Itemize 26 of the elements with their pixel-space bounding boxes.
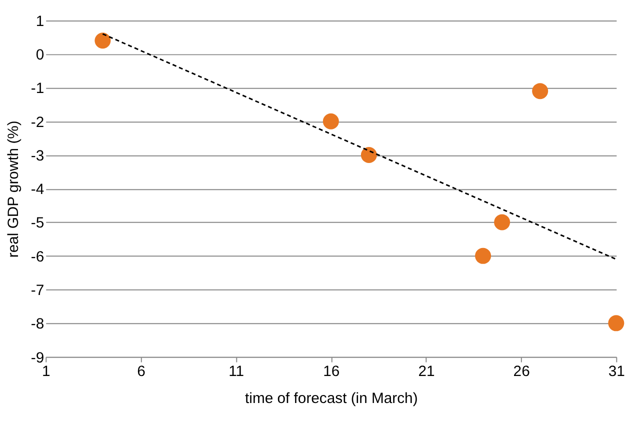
y-tick-label: -3 bbox=[30, 148, 44, 164]
y-tick-label: 1 bbox=[36, 14, 44, 30]
point bbox=[360, 147, 377, 163]
point bbox=[475, 248, 492, 264]
y-tick-label: -6 bbox=[30, 249, 44, 266]
x-tick-label: 26 bbox=[513, 364, 530, 380]
y-tick-label: -8 bbox=[30, 316, 44, 333]
x-tick-label: 31 bbox=[608, 364, 625, 380]
y-tick-label: -7 bbox=[30, 283, 44, 299]
y-axis-title: real GDP growth (%) bbox=[6, 120, 22, 258]
y-tick-label: -5 bbox=[30, 216, 44, 232]
y-tick-label: 0 bbox=[36, 48, 44, 64]
y-tick-label: -1 bbox=[30, 81, 44, 98]
point bbox=[608, 315, 624, 332]
point bbox=[94, 32, 111, 49]
x-tick-label: 11 bbox=[228, 364, 244, 380]
y-tick-label: -9 bbox=[30, 350, 44, 366]
y-tick-label: -2 bbox=[30, 114, 44, 131]
x-tick-label: 21 bbox=[418, 364, 435, 380]
point bbox=[494, 214, 510, 230]
y-tick-label: -4 bbox=[30, 182, 44, 198]
point bbox=[322, 113, 339, 130]
x-axis-title: time of forecast (in March) bbox=[245, 390, 418, 407]
x-tick-label: 6 bbox=[137, 364, 146, 380]
point bbox=[532, 83, 548, 100]
x-tick-label: 16 bbox=[323, 364, 340, 380]
